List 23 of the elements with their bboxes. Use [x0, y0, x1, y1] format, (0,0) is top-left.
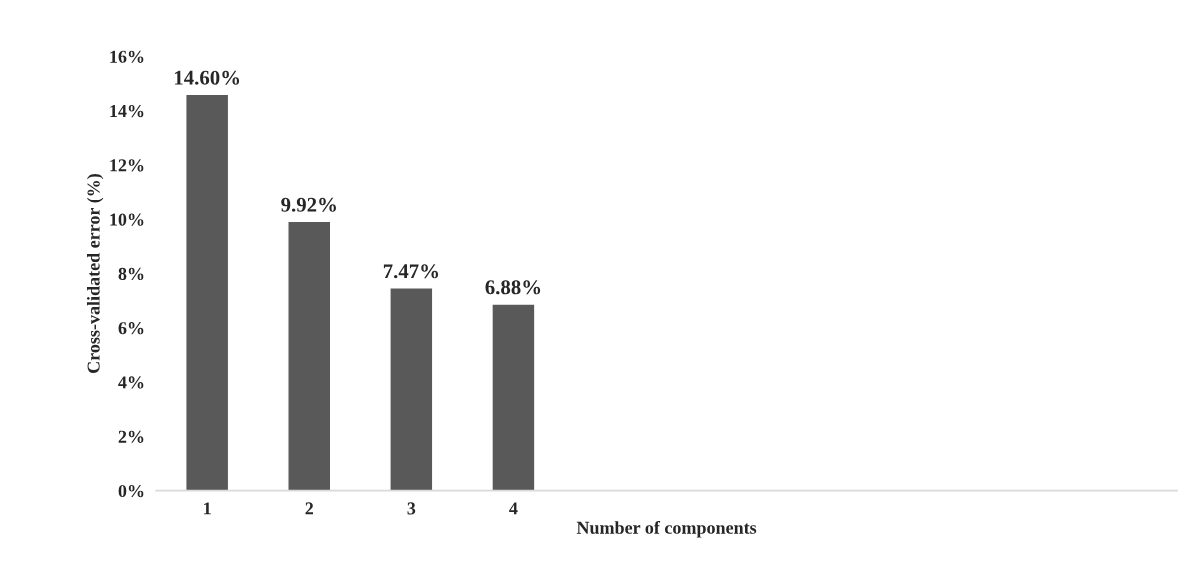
bar — [287, 220, 332, 491]
data-label: 6.88% — [485, 280, 541, 295]
y-tick-label: 10% — [110, 213, 144, 226]
data-label: 7.47% — [383, 264, 439, 279]
y-tick-label: 4% — [118, 376, 144, 389]
x-tick-label: 4 — [509, 502, 518, 515]
bar — [389, 287, 434, 491]
bar — [185, 93, 230, 491]
x-tick-label: 1 — [204, 502, 211, 515]
y-tick-label: 2% — [118, 430, 144, 443]
y-tick-label: 14% — [110, 104, 144, 118]
x-axis-title: Number of components — [576, 520, 757, 538]
y-tick-label: 8% — [118, 267, 144, 281]
y-tick-label: 6% — [118, 322, 144, 335]
x-tick-label: 3 — [407, 502, 416, 515]
data-label: 14.60% — [174, 70, 240, 85]
x-tick-label: 2 — [305, 502, 313, 515]
y-tick-label: 0% — [118, 484, 144, 498]
data-label: 9.92% — [281, 197, 336, 212]
y-axis-title: Cross-validated error (%) — [86, 174, 104, 373]
bar — [491, 303, 536, 491]
y-tick-label: 12% — [110, 159, 144, 172]
y-tick-label: 16% — [110, 50, 144, 63]
